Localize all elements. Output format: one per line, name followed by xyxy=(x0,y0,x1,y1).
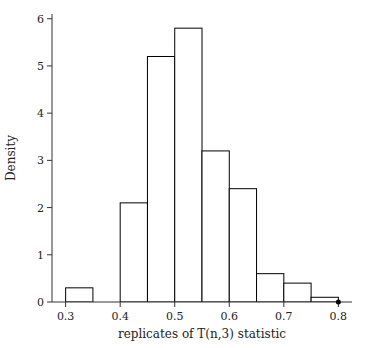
histogram-bar xyxy=(202,151,229,302)
histogram-bar xyxy=(175,28,202,302)
y-tick xyxy=(47,160,52,161)
y-tick xyxy=(47,65,52,66)
y-tick-label: 3 xyxy=(37,154,44,167)
bars xyxy=(66,28,339,302)
y-tick xyxy=(47,302,52,303)
x-tick xyxy=(174,302,175,307)
x-axis-line xyxy=(52,302,352,303)
x-tick xyxy=(120,302,121,307)
x-tick-label: 0.8 xyxy=(330,310,348,323)
x-tick-label: 0.6 xyxy=(221,310,239,323)
y-tick-label: 5 xyxy=(37,60,44,73)
x-tick xyxy=(283,302,284,307)
chart: 0.3 0.4 0.5 0.6 0.7 0.8 0 1 2 3 4 5 6 replicates of T… xyxy=(0,0,368,348)
y-tick xyxy=(47,113,52,114)
histogram-bar xyxy=(284,283,311,302)
histogram-bar xyxy=(257,274,284,302)
y-tick xyxy=(47,254,52,255)
y-tick-label: 2 xyxy=(37,202,44,215)
x-tick-label: 0.7 xyxy=(275,310,293,323)
y-tick-label: 4 xyxy=(37,107,44,120)
histogram-bar xyxy=(66,288,93,302)
x-tick-label: 0.3 xyxy=(57,310,75,323)
dot xyxy=(336,300,341,305)
y-tick xyxy=(47,207,52,208)
x-tick xyxy=(65,302,66,307)
histogram-bar xyxy=(311,297,338,302)
y-axis-line xyxy=(52,14,53,302)
y-axis-label: Density xyxy=(4,135,18,181)
x-tick-label: 0.4 xyxy=(111,310,129,323)
y-tick-label: 6 xyxy=(37,13,44,26)
y-tick-label: 1 xyxy=(37,249,44,262)
histogram-bar xyxy=(120,203,147,302)
x-tick-label: 0.5 xyxy=(166,310,184,323)
histogram-bar xyxy=(147,56,174,302)
histogram-bar xyxy=(229,189,256,302)
x-tick xyxy=(229,302,230,307)
y-tick xyxy=(47,18,52,19)
x-axis-label: replicates of T(n,3) statistic xyxy=(118,327,286,341)
y-tick-label: 0 xyxy=(37,296,44,309)
